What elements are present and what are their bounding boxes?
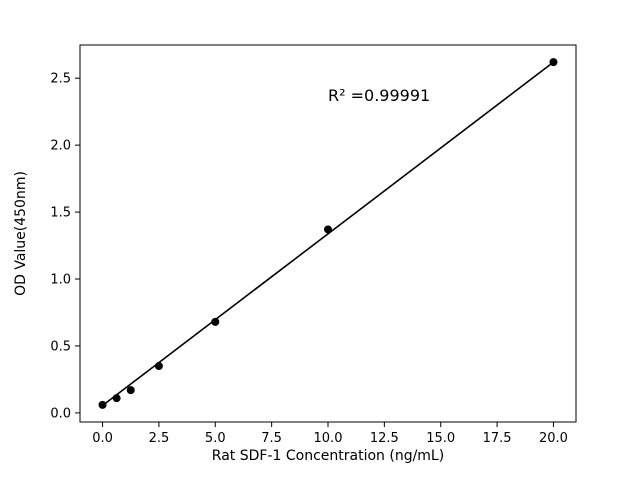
x-tick-label: 12.5	[370, 431, 399, 446]
r-squared-annotation: R² =0.99991	[328, 86, 430, 105]
x-tick-label: 2.5	[149, 431, 170, 446]
data-point	[126, 386, 135, 395]
data-point	[154, 362, 163, 371]
y-tick-label: 0.5	[50, 339, 71, 354]
data-point	[112, 394, 121, 403]
data-point	[324, 225, 332, 234]
x-tick-label: 10.0	[314, 431, 343, 446]
x-tick-label: 5.0	[205, 431, 226, 446]
y-tick-label: 2.0	[50, 139, 71, 154]
data-point	[211, 317, 220, 326]
x-tick-label: 20.0	[539, 431, 568, 446]
y-axis-label: OD Value(450nm)	[13, 171, 29, 296]
y-tick-label: 0.0	[50, 406, 71, 421]
x-tick-label: 0.0	[92, 431, 113, 446]
x-tick-label: 17.5	[483, 431, 512, 446]
x-axis-label: Rat SDF-1 Concentration (ng/mL)	[212, 448, 444, 464]
data-point	[549, 58, 558, 67]
data-point	[98, 400, 107, 409]
x-tick-label: 15.0	[426, 431, 455, 446]
y-tick-label: 2.5	[50, 72, 71, 87]
y-tick-label: 1.5	[50, 206, 71, 221]
y-tick-label: 1.0	[50, 273, 71, 288]
fit-line	[102, 61, 554, 407]
x-tick-label: 7.5	[261, 431, 282, 446]
